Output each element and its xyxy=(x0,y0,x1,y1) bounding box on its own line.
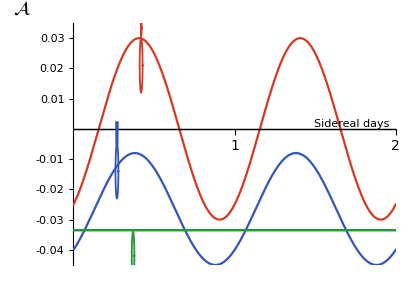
Text: $\mathcal{A}$: $\mathcal{A}$ xyxy=(13,0,31,18)
Text: Sidereal days: Sidereal days xyxy=(314,120,389,130)
